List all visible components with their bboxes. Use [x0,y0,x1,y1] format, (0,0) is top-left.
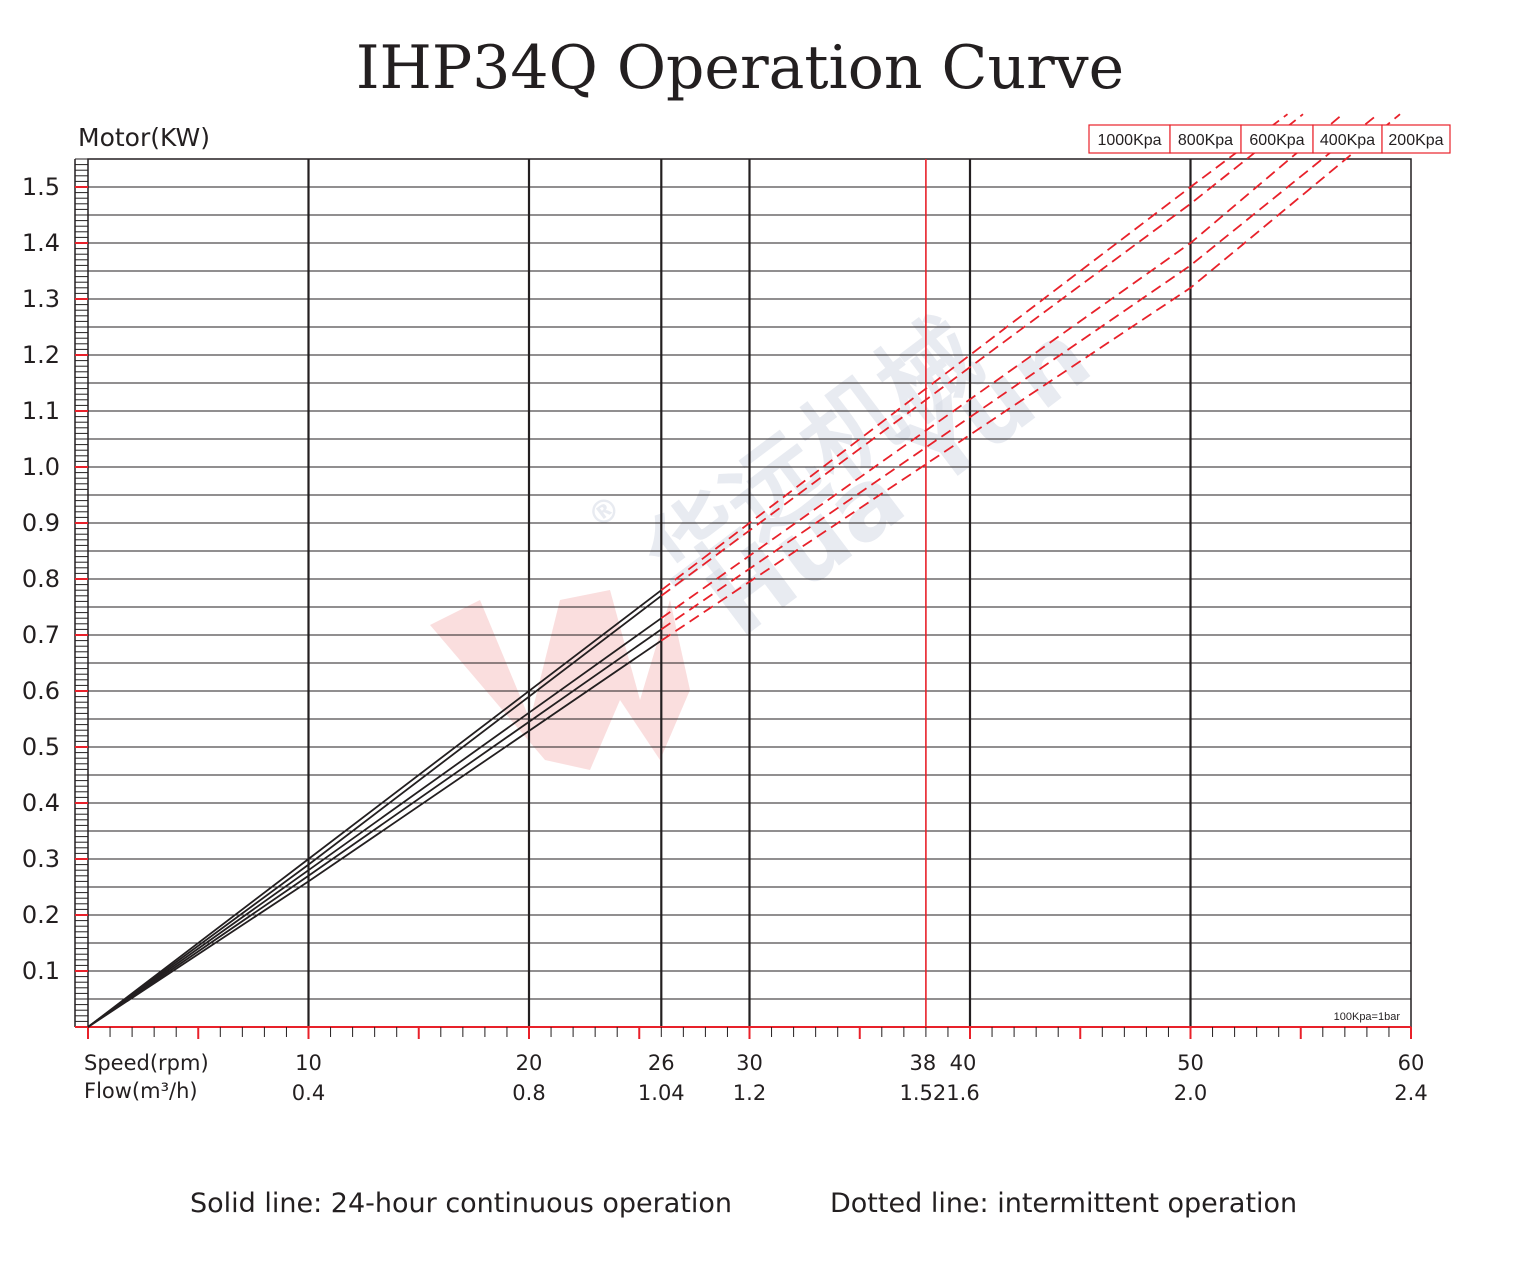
x-tick-label-flow: 2.4 [1394,1081,1427,1105]
x-axis-label-flow: Flow(m³/h) [84,1079,198,1103]
y-tick-label: 1.1 [22,397,60,425]
x-tick-label-flow: 1.04 [638,1081,685,1105]
unit-note: 100Kpa=1bar [1334,1011,1401,1023]
legend: 1000Kpa 800Kpa 600Kpa 400Kpa 200Kpa [1088,124,1451,154]
grid [87,158,1412,1028]
x-tick-label-speed: 20 [516,1051,543,1075]
y-tick-label: 0.7 [22,621,60,649]
x-tick-label-speed: 40 [950,1051,977,1075]
x-tick-label-speed: 10 [295,1051,322,1075]
series-line-solid [87,589,662,1028]
x-axis-label-speed: Speed(rpm) [84,1051,209,1075]
y-tick-label: 1.3 [22,285,60,313]
y-tick-label: 1.0 [22,453,60,481]
y-tick-label: 1.2 [22,341,60,369]
series-line-dashed [660,113,1401,642]
legend-item-label: 400Kpa [1320,132,1375,149]
x-tick-label-flow: 1.52 [900,1081,947,1105]
y-tick-label: 0.1 [22,957,60,985]
legend-item-box [1088,124,1171,154]
x-tick-label-speed: 38 [910,1051,937,1075]
legend-item-box [1312,124,1383,154]
x-tick-label-flow: 0.4 [292,1081,325,1105]
axes: 0.1 0.2 0.3 0.4 0.5 0.6 0.7 0.8 0.9 1.0 1.1 1.2 1.3 1… [22,158,1428,1105]
x-tick-label-speed: 60 [1398,1051,1425,1075]
chart-title: IHP34Q Operation Curve [356,33,1124,103]
x-tick-label-flow: 1.6 [946,1081,979,1105]
x-tick-label-flow: 0.8 [512,1081,545,1105]
watermark-registered: ® [580,487,628,537]
legend-item-label: 200Kpa [1388,132,1443,149]
y-tick-label: 0.3 [22,845,60,873]
dotted-line-note: Dotted line: intermittent operation [830,1188,1297,1219]
series-line-dashed [660,113,1379,631]
y-tick-label: 0.9 [22,509,60,537]
x-tick-label-flow: 1.2 [733,1081,766,1105]
legend-item-box [1381,124,1451,154]
y-tick-label: 0.8 [22,565,60,593]
y-tick-label: 0.4 [22,789,60,817]
huayun-logo-icon [430,590,690,770]
x-tick-label-flow: 2.0 [1174,1081,1207,1105]
x-tick-label-speed: 26 [648,1051,675,1075]
legend-item-box [1240,124,1314,154]
x-tick-label-speed: 30 [736,1051,763,1075]
y-tick-label: 0.2 [22,901,60,929]
watermark: ® 华远机械 Hua Yun [430,298,1110,770]
series-line-dashed [660,113,1289,591]
series-line-dashed [660,113,1344,619]
legend-item-label: 600Kpa [1249,132,1304,149]
legend-item-label: 1000Kpa [1097,132,1161,149]
series-line-solid [87,595,662,1028]
y-tick-label: 0.5 [22,733,60,761]
series-line-solid [87,639,662,1028]
legend-item-label: 800Kpa [1178,132,1233,149]
y-axis-label: Motor(KW) [78,123,210,152]
solid-line-note: Solid line: 24-hour continuous operation [190,1188,732,1219]
y-tick-label: 1.5 [22,173,60,201]
x-tick-label-speed: 50 [1177,1051,1204,1075]
series-line-solid [87,628,662,1028]
y-tick-label: 1.4 [22,229,60,257]
series-line-solid [87,617,662,1028]
y-tick-label: 0.6 [22,677,60,705]
